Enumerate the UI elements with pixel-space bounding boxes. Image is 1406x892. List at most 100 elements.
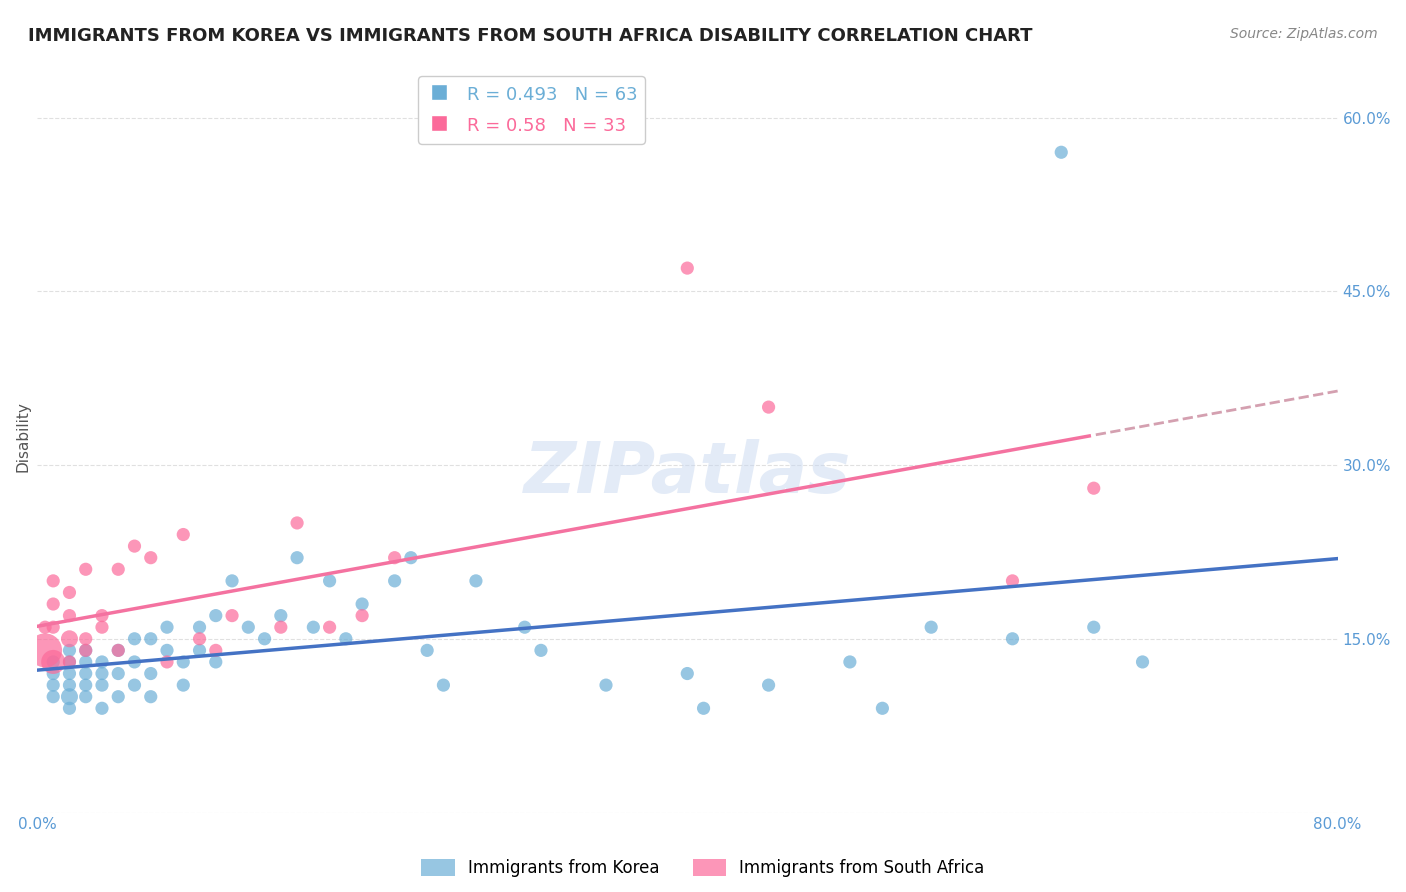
Point	[42, 666, 65, 681]
Point	[107, 562, 129, 576]
Point	[595, 678, 617, 692]
Point	[58, 678, 80, 692]
Point	[204, 655, 226, 669]
Point	[270, 620, 292, 634]
Point	[285, 550, 308, 565]
Point	[75, 690, 97, 704]
Point	[75, 643, 97, 657]
Point	[58, 655, 80, 669]
Point	[139, 666, 162, 681]
Point	[204, 608, 226, 623]
Point	[1001, 574, 1024, 588]
Point	[172, 678, 194, 692]
Point	[124, 678, 146, 692]
Point	[676, 261, 699, 276]
Point	[75, 643, 97, 657]
Point	[107, 643, 129, 657]
Point	[530, 643, 553, 657]
Point	[58, 701, 80, 715]
Point	[139, 632, 162, 646]
Point	[172, 527, 194, 541]
Point	[107, 690, 129, 704]
Point	[58, 643, 80, 657]
Point	[124, 655, 146, 669]
Legend: Immigrants from Korea, Immigrants from South Africa: Immigrants from Korea, Immigrants from S…	[415, 852, 991, 884]
Point	[58, 666, 80, 681]
Point	[58, 608, 80, 623]
Point	[75, 678, 97, 692]
Text: IMMIGRANTS FROM KOREA VS IMMIGRANTS FROM SOUTH AFRICA DISABILITY CORRELATION CHA: IMMIGRANTS FROM KOREA VS IMMIGRANTS FROM…	[28, 27, 1032, 45]
Point	[335, 632, 357, 646]
Point	[1001, 632, 1024, 646]
Point	[399, 550, 422, 565]
Point	[352, 608, 374, 623]
Point	[318, 620, 340, 634]
Point	[221, 574, 243, 588]
Point	[676, 666, 699, 681]
Point	[432, 678, 454, 692]
Text: ZIPatlas: ZIPatlas	[523, 439, 851, 508]
Point	[1050, 145, 1073, 160]
Point	[58, 632, 80, 646]
Point	[91, 655, 114, 669]
Point	[139, 550, 162, 565]
Point	[91, 701, 114, 715]
Point	[384, 574, 406, 588]
Point	[188, 620, 211, 634]
Point	[42, 690, 65, 704]
Point	[204, 643, 226, 657]
Point	[139, 690, 162, 704]
Point	[692, 701, 714, 715]
Point	[318, 574, 340, 588]
Point	[42, 678, 65, 692]
Point	[285, 516, 308, 530]
Point	[124, 539, 146, 553]
Point	[1083, 620, 1105, 634]
Point	[91, 678, 114, 692]
Point	[58, 655, 80, 669]
Text: Source: ZipAtlas.com: Source: ZipAtlas.com	[1230, 27, 1378, 41]
Point	[107, 643, 129, 657]
Point	[758, 400, 780, 414]
Point	[384, 550, 406, 565]
Point	[42, 655, 65, 669]
Legend: R = 0.493   N = 63, R = 0.58   N = 33: R = 0.493 N = 63, R = 0.58 N = 33	[418, 76, 644, 144]
Point	[221, 608, 243, 623]
Point	[270, 608, 292, 623]
Point	[156, 643, 179, 657]
Point	[75, 562, 97, 576]
Point	[1132, 655, 1154, 669]
Point	[75, 655, 97, 669]
Point	[513, 620, 536, 634]
Point	[188, 643, 211, 657]
Point	[302, 620, 325, 634]
Point	[34, 643, 56, 657]
Point	[172, 655, 194, 669]
Point	[872, 701, 894, 715]
Point	[920, 620, 942, 634]
Point	[42, 574, 65, 588]
Point	[1083, 481, 1105, 495]
Point	[91, 666, 114, 681]
Point	[75, 632, 97, 646]
Point	[464, 574, 486, 588]
Point	[34, 620, 56, 634]
Point	[838, 655, 860, 669]
Point	[352, 597, 374, 611]
Point	[107, 666, 129, 681]
Point	[124, 632, 146, 646]
Point	[253, 632, 276, 646]
Point	[75, 666, 97, 681]
Point	[42, 620, 65, 634]
Point	[42, 597, 65, 611]
Point	[156, 655, 179, 669]
Point	[91, 620, 114, 634]
Point	[156, 620, 179, 634]
Point	[58, 690, 80, 704]
Point	[758, 678, 780, 692]
Point	[42, 655, 65, 669]
Y-axis label: Disability: Disability	[15, 401, 30, 472]
Point	[58, 585, 80, 599]
Point	[188, 632, 211, 646]
Point	[91, 608, 114, 623]
